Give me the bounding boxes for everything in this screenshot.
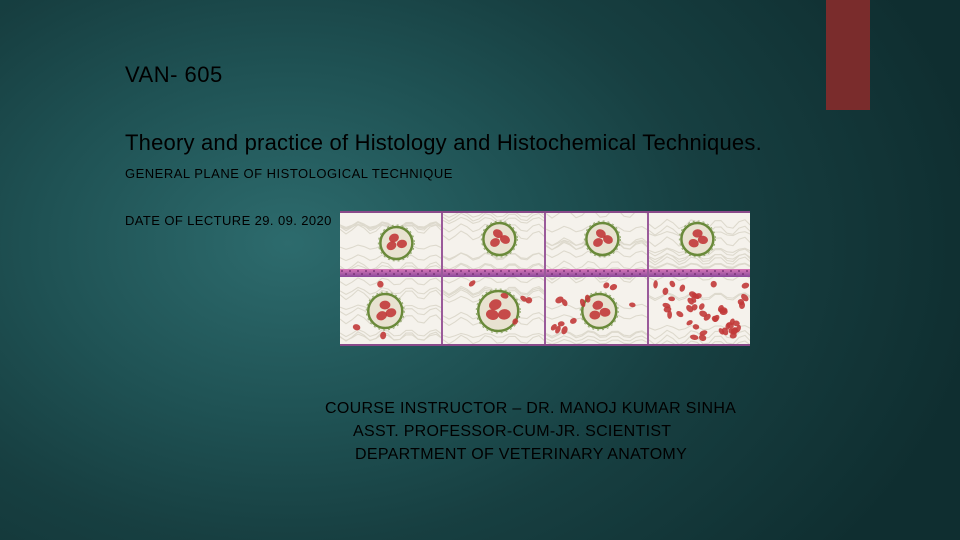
instructor-title: ASST. PROFESSOR-CUM-JR. SCIENTIST bbox=[325, 423, 865, 441]
instructor-name: COURSE INSTRUCTOR – DR. MANOJ KUMAR SINH… bbox=[325, 400, 865, 418]
date-row: DATE OF LECTURE 29. 09. 2020 bbox=[125, 211, 865, 346]
lecture-date: DATE OF LECTURE 29. 09. 2020 bbox=[125, 211, 332, 228]
instructor-block: COURSE INSTRUCTOR – DR. MANOJ KUMAR SINH… bbox=[325, 400, 865, 469]
course-code: VAN- 605 bbox=[125, 62, 865, 88]
histology-image bbox=[340, 211, 750, 346]
slide-subtitle: GENERAL PLANE OF HISTOLOGICAL TECHNIQUE bbox=[125, 166, 865, 181]
histology-panel bbox=[340, 213, 441, 344]
instructor-dept: DEPARTMENT OF VETERINARY ANATOMY bbox=[325, 446, 865, 464]
slide-title: Theory and practice of Histology and His… bbox=[125, 130, 865, 156]
histology-panel bbox=[441, 213, 544, 344]
histology-panel bbox=[647, 213, 750, 344]
slide-content: VAN- 605 Theory and practice of Histolog… bbox=[125, 62, 865, 346]
histology-panel bbox=[544, 213, 647, 344]
